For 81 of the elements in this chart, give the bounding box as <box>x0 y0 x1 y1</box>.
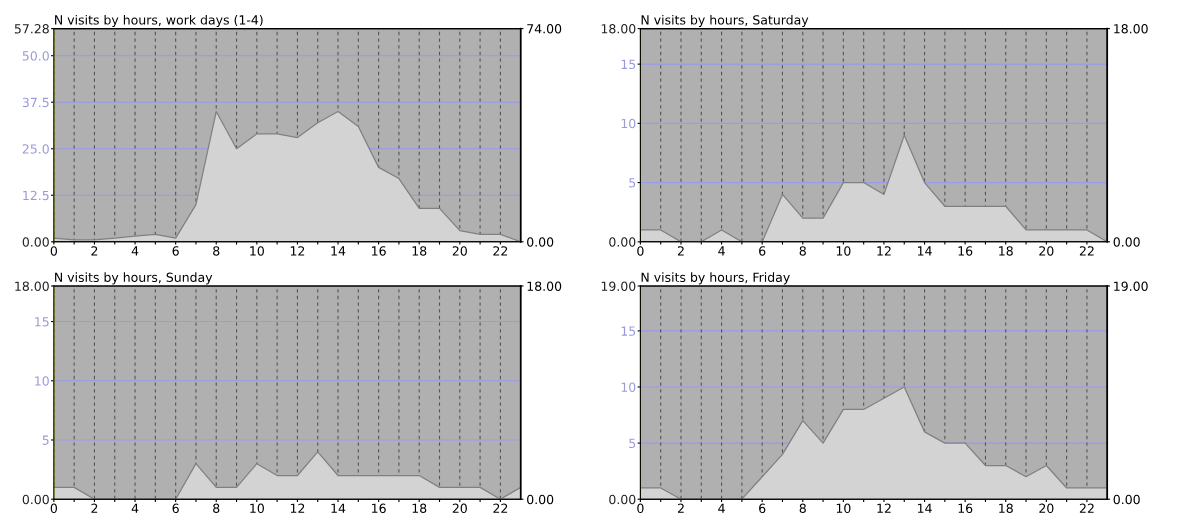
x-tick-label: 8 <box>213 503 220 514</box>
x-tick-label: 10 <box>250 246 264 256</box>
x-tick-label: 22 <box>1079 503 1094 513</box>
y-tick-label: 18.00 <box>601 24 636 34</box>
y-tick-label: 25.0 <box>22 144 49 154</box>
x-tick-label: 0 <box>50 503 58 514</box>
x-tick-label: 14 <box>917 246 932 256</box>
x-tick-label: 10 <box>836 246 851 256</box>
y-tick-label: 57.28 <box>14 24 49 34</box>
x-tick-label: 2 <box>91 246 98 256</box>
y-tick-label: 0.00 <box>22 494 49 505</box>
x-tick-label: 20 <box>452 503 467 514</box>
x-tick-label: 18 <box>412 503 427 514</box>
x-tick-label: 12 <box>290 503 305 513</box>
x-tick-label: 8 <box>213 246 220 256</box>
y-tick-label: 10 <box>621 118 636 129</box>
x-tick-label: 18 <box>999 503 1013 514</box>
x-tick-label: 20 <box>452 246 467 256</box>
x-tick-label: 4 <box>131 246 139 256</box>
x-tick-label: 12 <box>290 246 305 256</box>
x-tick-label: 2 <box>677 246 684 256</box>
y-tick-label: 15 <box>621 59 636 70</box>
chart-title: N visits by hours, Sunday <box>55 272 213 285</box>
y-tick-label: 15 <box>35 317 49 327</box>
chart-title: N visits by hours, Friday <box>641 272 790 285</box>
x-tick-label: 20 <box>1039 503 1054 514</box>
x-tick-label: 18 <box>999 246 1013 256</box>
x-tick-label: 12 <box>877 503 891 513</box>
x-tick-label: 22 <box>493 503 508 513</box>
y2-tick-label: 0.00 <box>527 494 554 505</box>
x-tick-label: 16 <box>958 503 973 514</box>
y2-tick-label: 0.00 <box>1113 237 1140 247</box>
x-tick-label: 6 <box>759 503 766 514</box>
x-tick-label: 4 <box>131 503 139 513</box>
y2-tick-label: 18.00 <box>1114 24 1148 34</box>
y-tick-label: 37.5 <box>22 97 49 108</box>
y-tick-label: 0.00 <box>609 494 636 505</box>
x-tick-label: 16 <box>372 246 386 256</box>
x-tick-label: 4 <box>718 503 725 513</box>
y2-tick-label: 0.00 <box>1113 494 1140 505</box>
x-tick-label: 0 <box>50 246 58 256</box>
x-tick-label: 22 <box>493 246 508 256</box>
y-tick-label: 5 <box>629 178 636 188</box>
x-tick-label: 16 <box>372 503 386 514</box>
x-tick-label: 4 <box>718 246 725 256</box>
x-tick-label: 12 <box>877 246 891 256</box>
x-tick-label: 14 <box>917 503 932 513</box>
y-tick-label: 18.00 <box>15 281 49 291</box>
x-tick-label: 10 <box>836 503 851 514</box>
x-tick-label: 0 <box>637 503 644 514</box>
x-tick-label: 10 <box>250 503 264 514</box>
x-tick-label: 6 <box>759 246 766 256</box>
x-tick-label: 20 <box>1039 246 1054 256</box>
x-tick-label: 16 <box>958 246 973 256</box>
x-tick-label: 6 <box>172 503 179 514</box>
x-tick-label: 14 <box>331 503 346 513</box>
y-tick-label: 0.00 <box>609 237 636 247</box>
y2-tick-label: 18.00 <box>527 281 562 291</box>
x-tick-label: 6 <box>172 246 179 256</box>
y-tick-label: 15 <box>621 326 636 336</box>
y-tick-label: 10 <box>621 382 636 392</box>
y-tick-label: 19.00 <box>601 281 636 291</box>
x-tick-label: 0 <box>637 246 644 256</box>
y2-tick-label: 0.00 <box>527 237 554 247</box>
x-tick-label: 8 <box>799 503 806 514</box>
x-tick-label: 8 <box>799 246 806 256</box>
chart-title: N visits by hours, work days (1-4) <box>55 14 263 28</box>
y2-tick-label: 74.00 <box>527 24 562 34</box>
y-tick-label: 5 <box>42 435 49 445</box>
x-tick-label: 14 <box>331 246 346 256</box>
y-tick-label: 0.00 <box>22 237 49 247</box>
x-tick-label: 2 <box>677 503 684 513</box>
y-tick-label: 12.5 <box>23 190 49 201</box>
x-tick-label: 18 <box>412 246 427 256</box>
y2-tick-label: 19.00 <box>1114 281 1148 291</box>
y-tick-label: 50.0 <box>22 51 49 61</box>
x-tick-label: 2 <box>91 503 98 513</box>
y-tick-label: 5 <box>629 438 636 449</box>
chart-title: N visits by hours, Saturday <box>641 14 809 28</box>
x-tick-label: 22 <box>1079 246 1094 256</box>
y-tick-label: 10 <box>35 376 49 386</box>
